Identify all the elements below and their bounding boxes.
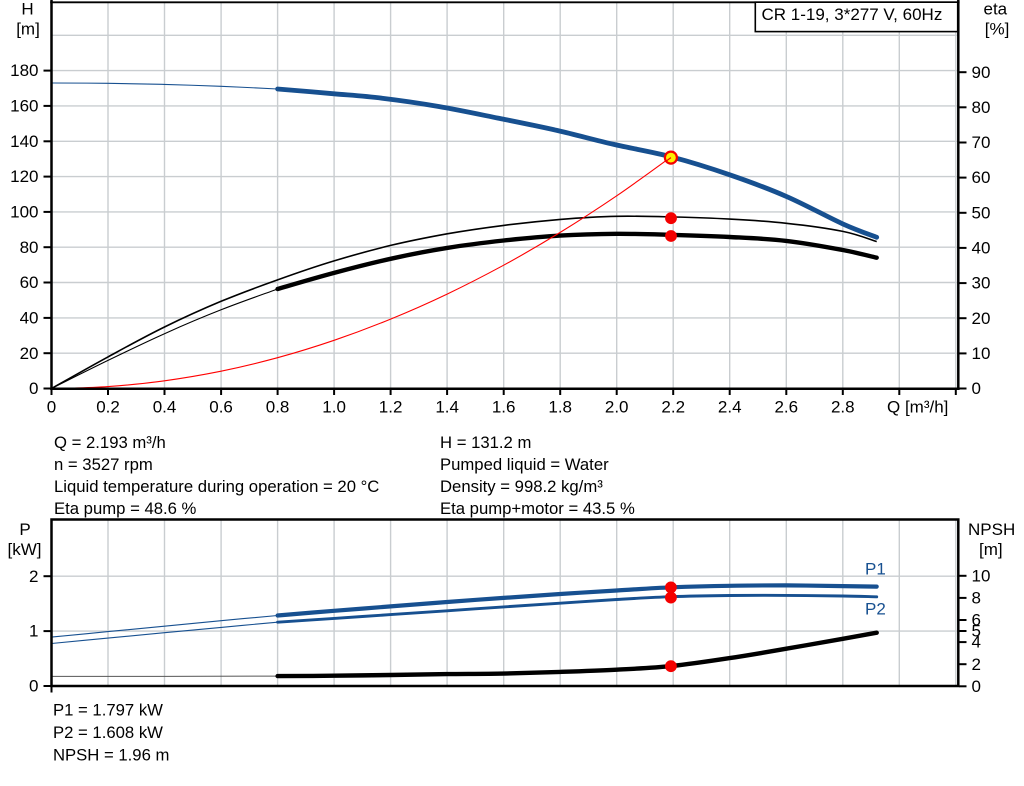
svg-text:10: 10	[972, 344, 991, 363]
svg-text:4: 4	[972, 633, 981, 652]
svg-text:2: 2	[29, 567, 38, 586]
svg-text:80: 80	[20, 238, 39, 257]
svg-text:1: 1	[29, 622, 38, 641]
svg-text:NPSH: NPSH	[968, 520, 1015, 539]
svg-text:90: 90	[972, 63, 991, 82]
svg-text:40: 40	[972, 239, 991, 258]
svg-text:8: 8	[972, 589, 981, 608]
svg-text:2.6: 2.6	[774, 398, 798, 417]
svg-text:0.6: 0.6	[209, 398, 233, 417]
svg-text:2.8: 2.8	[831, 398, 855, 417]
svg-text:[kW]: [kW]	[8, 540, 42, 559]
svg-text:[m]: [m]	[979, 540, 1003, 559]
svg-text:20: 20	[972, 309, 991, 328]
svg-text:2.4: 2.4	[718, 398, 742, 417]
svg-text:2: 2	[972, 655, 981, 674]
svg-text:P: P	[19, 520, 30, 539]
svg-text:0.8: 0.8	[266, 398, 290, 417]
svg-text:120: 120	[10, 167, 38, 186]
svg-text:1.8: 1.8	[548, 398, 572, 417]
svg-text:70: 70	[972, 133, 991, 152]
svg-text:H = 131.2 m: H = 131.2 m	[440, 433, 531, 452]
svg-text:50: 50	[972, 203, 991, 222]
svg-text:100: 100	[10, 203, 38, 222]
svg-text:1.2: 1.2	[379, 398, 403, 417]
svg-text:1.4: 1.4	[435, 398, 459, 417]
svg-text:160: 160	[10, 97, 38, 116]
svg-text:H: H	[21, 0, 33, 19]
svg-text:0: 0	[29, 677, 38, 696]
svg-text:10: 10	[972, 566, 991, 585]
svg-text:5: 5	[972, 622, 981, 641]
svg-text:Pumped liquid = Water: Pumped liquid = Water	[440, 455, 609, 474]
svg-text:60: 60	[20, 273, 39, 292]
svg-text:P2 = 1.608 kW: P2 = 1.608 kW	[53, 723, 163, 742]
svg-text:P1 = 1.797 kW: P1 = 1.797 kW	[53, 700, 163, 719]
svg-text:0.2: 0.2	[96, 398, 120, 417]
svg-text:Q = 2.193 m³/h: Q = 2.193 m³/h	[54, 433, 166, 452]
svg-text:[m]: [m]	[16, 19, 40, 38]
svg-text:Q [m³/h]: Q [m³/h]	[887, 398, 948, 417]
svg-text:Eta pump = 48.6 %: Eta pump = 48.6 %	[54, 499, 197, 518]
svg-text:180: 180	[10, 61, 38, 80]
svg-text:0: 0	[47, 398, 56, 417]
svg-text:80: 80	[972, 98, 991, 117]
svg-text:0: 0	[972, 379, 981, 398]
svg-text:1.0: 1.0	[322, 398, 346, 417]
svg-text:[%]: [%]	[985, 19, 1010, 38]
svg-text:0: 0	[972, 677, 981, 696]
svg-text:2.2: 2.2	[661, 398, 685, 417]
svg-text:140: 140	[10, 132, 38, 151]
svg-text:CR 1-19, 3*277 V, 60Hz: CR 1-19, 3*277 V, 60Hz	[762, 5, 943, 24]
svg-text:6: 6	[972, 611, 981, 630]
svg-text:0: 0	[29, 379, 38, 398]
svg-text:P2: P2	[865, 599, 886, 618]
svg-text:60: 60	[972, 168, 991, 187]
svg-text:0.4: 0.4	[153, 398, 177, 417]
svg-text:40: 40	[20, 308, 39, 327]
svg-text:30: 30	[972, 274, 991, 293]
svg-text:Density = 998.2 kg/m³: Density = 998.2 kg/m³	[440, 477, 603, 496]
svg-text:eta: eta	[984, 0, 1008, 19]
svg-text:20: 20	[20, 344, 39, 363]
svg-text:NPSH = 1.96 m: NPSH = 1.96 m	[53, 745, 169, 764]
svg-text:1.6: 1.6	[492, 398, 516, 417]
svg-text:2.0: 2.0	[605, 398, 629, 417]
svg-text:Liquid temperature during oper: Liquid temperature during operation = 20…	[54, 477, 379, 496]
svg-text:Eta pump+motor = 43.5 %: Eta pump+motor = 43.5 %	[440, 499, 635, 518]
svg-text:n = 3527 rpm: n = 3527 rpm	[54, 455, 153, 474]
svg-text:P1: P1	[865, 559, 886, 578]
